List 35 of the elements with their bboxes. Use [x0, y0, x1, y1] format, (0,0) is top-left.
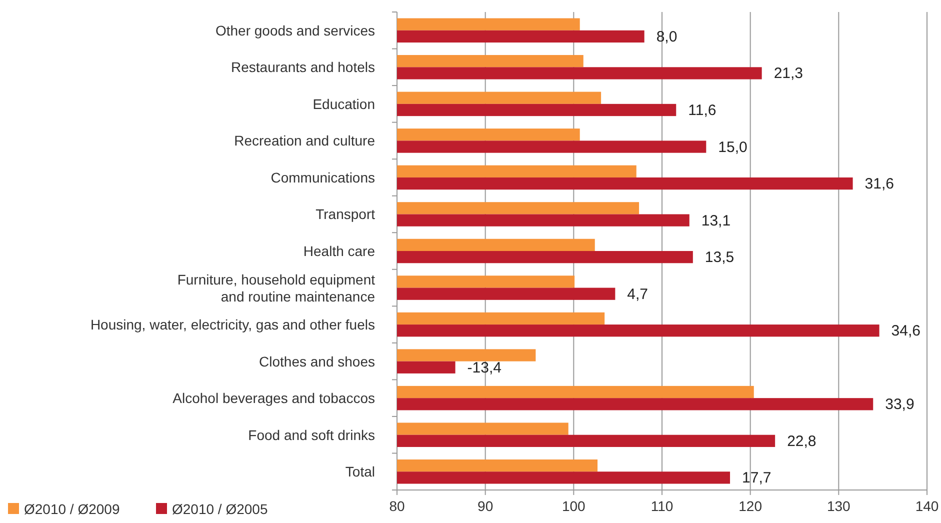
x-tick-label: 90 [478, 498, 494, 514]
annotation: 13,5 [704, 249, 734, 266]
annotation: 21,3 [774, 65, 804, 82]
annotation: 34,6 [891, 322, 921, 340]
y-tick-label: Transport [316, 206, 376, 222]
y-tick-label: Housing, water, electricity, gas and other fuels [90, 316, 375, 333]
annotation: 8,0 [656, 28, 678, 46]
legend-label: Ø2010 / Ø2009 [24, 501, 120, 517]
y-tick-label: Recreation and culture [234, 132, 376, 149]
annotation: 33,9 [885, 396, 914, 414]
x-tick-label: 100 [562, 498, 586, 514]
x-tick-label: 110 [650, 498, 674, 514]
x-tick-label: 80 [389, 498, 405, 514]
y-tick-label: Food and soft drinks [248, 426, 375, 443]
annotation: 22,8 [787, 432, 816, 450]
annotation: 13,1 [701, 212, 731, 230]
annotation: -13,4 [467, 359, 502, 376]
annotation: 31,6 [864, 176, 894, 193]
y-tick-label: Education [312, 96, 375, 112]
y-tick-label: Other goods and services [215, 22, 375, 38]
x-tick-label: 120 [738, 498, 762, 514]
y-tick-label: Total [345, 464, 375, 480]
annotation: 15,0 [718, 138, 748, 156]
annotation: 17,7 [742, 470, 772, 487]
y-tick-label: Furniture, household equipment and routine maintenance [177, 271, 376, 304]
annotation: 4,7 [627, 286, 648, 303]
y-tick-label: Clothes and shoes [259, 353, 375, 370]
y-tick-label: Restaurants and hotels [231, 59, 375, 76]
annotation: 11,6 [688, 102, 716, 119]
y-tick-label: Alcohol beverages and tobaccos [172, 390, 375, 406]
x-tick-label: 130 [826, 498, 851, 514]
x-tick-label: 140 [915, 498, 939, 514]
legend-label: Ø2010 / Ø2005 [172, 501, 268, 517]
y-tick-label: Health care [303, 243, 376, 259]
y-tick-label: Communications [270, 169, 375, 186]
